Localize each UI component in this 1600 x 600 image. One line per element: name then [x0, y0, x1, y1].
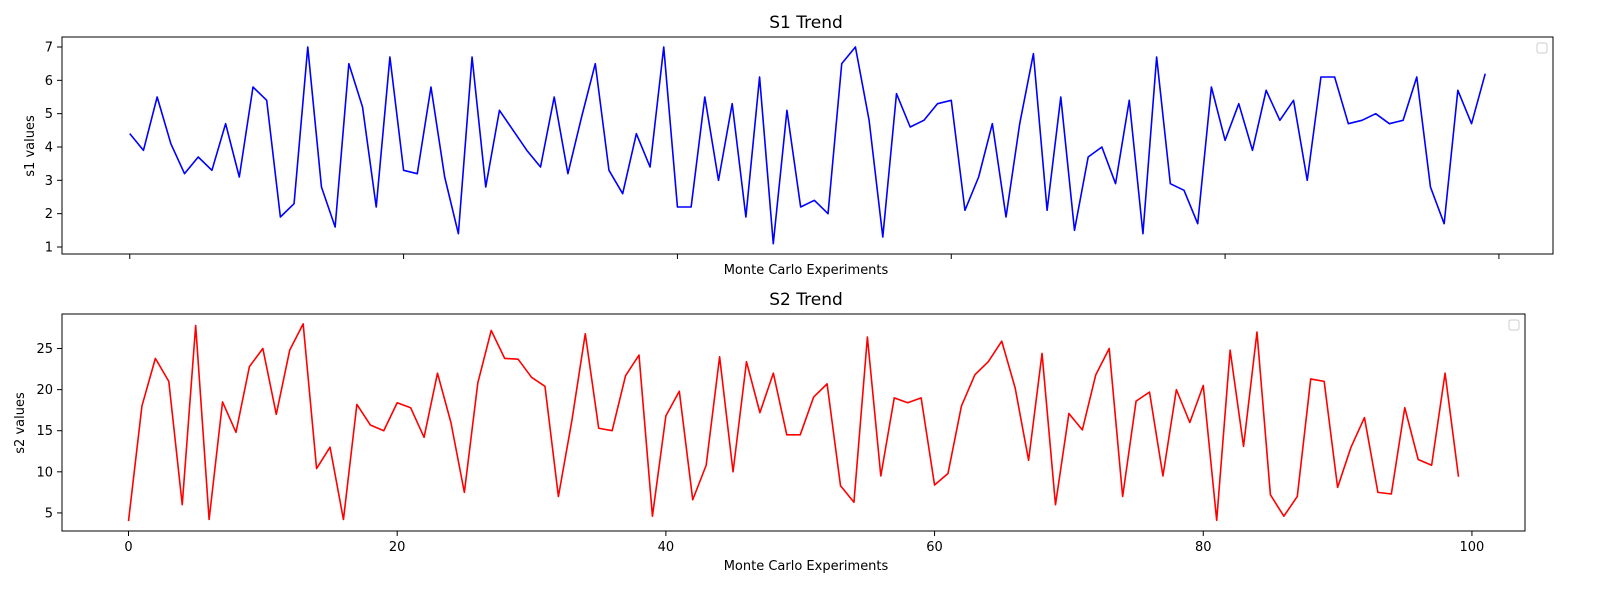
s1-y-tick-label: 2 — [45, 207, 53, 222]
s2-series-line — [127, 323, 1460, 522]
s2-x-tick-label: 60 — [926, 540, 943, 555]
s2-x-tick-label: 100 — [1460, 540, 1485, 555]
s1-x-axis-label: Monte Carlo Experiments — [724, 263, 889, 278]
s1-legend — [1536, 42, 1548, 54]
s2-y-tick-label: 20 — [36, 383, 53, 398]
s2-panel: S2 Trend Monte Carlo Experiments s2 valu… — [13, 290, 1526, 574]
s1-y-tick-label: 3 — [45, 174, 53, 189]
s2-x-axis-label: Monte Carlo Experiments — [724, 559, 889, 574]
s1-plot-frame — [61, 36, 1554, 255]
s2-legend — [1508, 319, 1520, 331]
s2-y-tick-label: 15 — [36, 424, 53, 439]
s1-y-tick-label: 7 — [45, 41, 53, 56]
s2-title: S2 Trend — [769, 290, 843, 310]
s1-y-tick-label: 1 — [45, 241, 53, 256]
s2-x-tick-label: 20 — [389, 540, 406, 555]
s1-y-tick-label: 5 — [45, 107, 53, 122]
s2-plot-frame — [61, 313, 1526, 532]
s1-y-tick-label: 6 — [45, 74, 53, 89]
s1-panel: S1 Trend Monte Carlo Experiments s1 valu… — [23, 13, 1554, 278]
s1-title: S1 Trend — [769, 13, 843, 33]
s2-y-tick-label: 5 — [45, 506, 53, 521]
s2-x-tick-label: 80 — [1195, 540, 1212, 555]
s2-y-axis-label: s2 values — [13, 392, 28, 454]
s1-y-axis-label: s1 values — [23, 115, 38, 177]
s2-y-tick-label: 10 — [36, 465, 53, 480]
s1-series-line — [129, 46, 1487, 245]
s2-x-tick-label: 40 — [658, 540, 675, 555]
s1-y-tick-label: 4 — [45, 141, 53, 156]
s2-y-tick-label: 25 — [36, 342, 53, 357]
s2-x-tick-label: 0 — [124, 540, 132, 555]
